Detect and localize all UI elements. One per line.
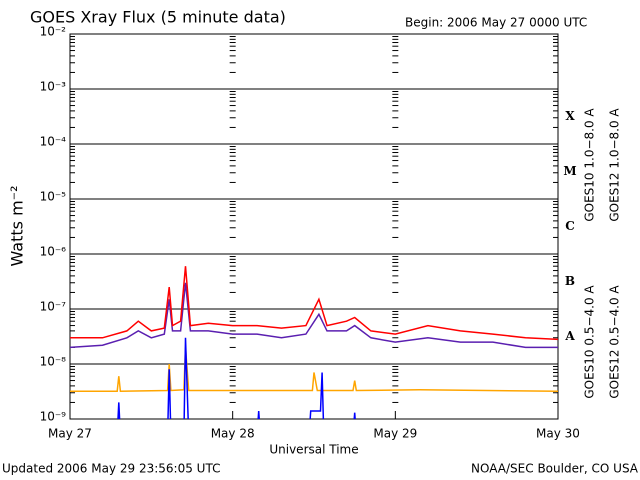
series-line — [70, 282, 558, 349]
y-tick-label: 10⁻⁹ — [40, 410, 67, 424]
legend-entry: GOES12 0.5−4.0 A — [608, 285, 622, 399]
x-axis-label: Universal Time — [269, 443, 358, 457]
series-line — [70, 347, 558, 392]
flare-class-label: M — [563, 164, 576, 178]
flare-class-label: X — [565, 109, 575, 123]
y-tick-label: 10⁻⁶ — [40, 245, 67, 259]
series-line — [70, 266, 558, 341]
y-tick-label: 10⁻⁸ — [40, 355, 67, 369]
legend-entry: GOES12 1.0−8.0 A — [608, 108, 622, 222]
series-line — [117, 337, 356, 419]
y-tick-label: 10⁻² — [40, 25, 67, 39]
flare-class-label: A — [564, 329, 575, 343]
x-tick-label: May 29 — [373, 427, 417, 441]
x-tick-label: May 28 — [211, 427, 255, 441]
y-tick-label: 10⁻³ — [40, 80, 67, 94]
flare-class-label: B — [565, 274, 575, 288]
y-tick-label: 10⁻⁵ — [40, 190, 67, 204]
x-tick-label: May 27 — [48, 427, 92, 441]
footer-left: Updated 2006 May 29 23:56:05 UTC — [2, 462, 220, 476]
legend-entry: GOES10 0.5−4.0 A — [583, 285, 597, 399]
y-tick-label: 10⁻⁴ — [40, 135, 67, 149]
flare-class-label: C — [565, 219, 575, 233]
footer-right: NOAA/SEC Boulder, CO USA — [471, 462, 639, 476]
y-tick-label: 10⁻⁷ — [40, 300, 67, 314]
chart-subtitle: Begin: 2006 May 27 0000 UTC — [405, 16, 587, 30]
plot-area — [70, 266, 558, 419]
x-tick-label: May 30 — [536, 427, 580, 441]
legend-entry: GOES10 1.0−8.0 A — [583, 108, 597, 222]
plot-frame — [69, 33, 559, 420]
chart-title: GOES Xray Flux (5 minute data) — [30, 8, 286, 27]
y-axis-label: Watts m⁻² — [8, 185, 27, 266]
